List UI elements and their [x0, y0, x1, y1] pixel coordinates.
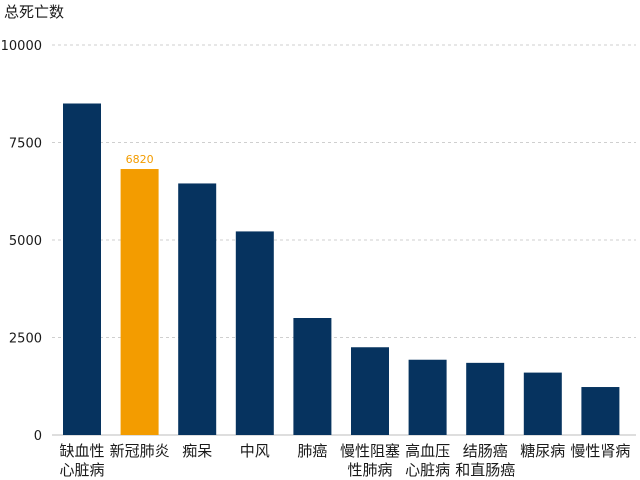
category-label: 慢性肾病	[570, 442, 630, 460]
bar	[408, 359, 447, 435]
category-label: 缺血性	[59, 442, 104, 460]
data-labels: 6820	[126, 153, 154, 166]
bar	[523, 372, 562, 435]
bar	[178, 183, 217, 435]
category-label: 新冠肺炎	[110, 442, 170, 460]
bar	[63, 103, 101, 435]
y-axis-ticks: 0 2500 5000 7500 10000	[1, 39, 42, 444]
category-label: 心脏病	[405, 461, 450, 479]
category-label: 结肠癌	[463, 442, 508, 460]
y-tick-label: 0	[34, 429, 42, 444]
bar	[466, 362, 505, 435]
category-label: 痴呆	[182, 442, 212, 460]
category-labels: 缺血性心脏病新冠肺炎 痴呆 中风 肺癌 慢性阻塞性肺病高血压心脏病结肠癌和直肠癌糖尿病慢…	[59, 442, 630, 479]
category-label: 性肺病	[347, 461, 392, 479]
y-tick-label: 5000	[9, 234, 42, 249]
category-label: 高血压	[405, 442, 450, 460]
category-label: 糖尿病	[520, 442, 565, 460]
bar	[120, 169, 159, 435]
y-axis-label: 总死亡数	[4, 3, 64, 21]
bar	[293, 318, 332, 435]
bar	[351, 347, 389, 435]
y-tick-label: 10000	[1, 39, 42, 54]
category-label: 中风	[240, 442, 270, 460]
y-tick-label: 7500	[9, 137, 42, 152]
category-label: 和直肠癌	[455, 461, 515, 479]
category-label: 心脏病	[59, 461, 104, 479]
bar	[581, 387, 620, 435]
bars	[63, 103, 620, 435]
bar	[235, 231, 274, 435]
data-label: 6820	[126, 153, 154, 166]
category-label: 肺癌	[297, 442, 327, 460]
category-label: 慢性阻塞	[340, 442, 400, 460]
y-tick-label: 2500	[9, 332, 42, 347]
